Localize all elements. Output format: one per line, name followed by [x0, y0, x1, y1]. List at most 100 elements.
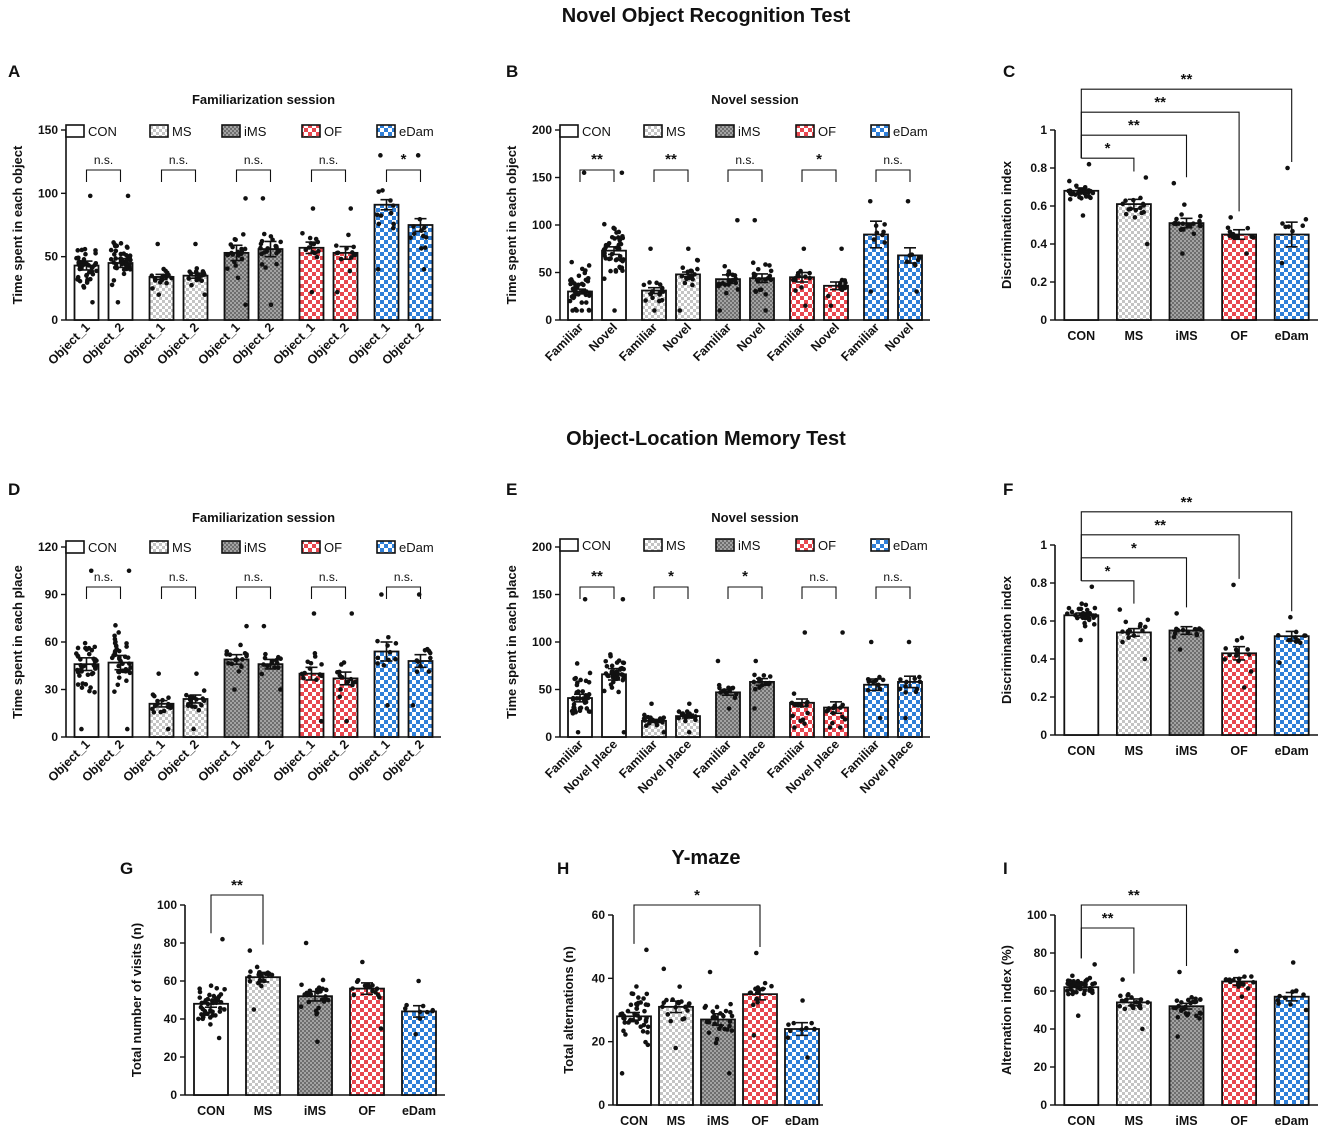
data-point — [753, 658, 759, 664]
data-point — [1194, 631, 1199, 637]
data-point — [261, 623, 267, 629]
significance-label: ** — [591, 568, 603, 585]
data-point — [574, 682, 580, 688]
data-point — [798, 718, 803, 724]
data-point — [79, 247, 85, 253]
legend-swatch-con — [559, 538, 579, 552]
data-point — [124, 252, 129, 258]
data-point — [803, 274, 808, 279]
panel-letter: F — [1003, 480, 1013, 499]
data-point — [583, 300, 589, 305]
data-point — [305, 659, 311, 665]
data-point — [256, 972, 262, 977]
data-point — [360, 959, 365, 965]
data-point — [1093, 613, 1098, 618]
data-point — [319, 673, 324, 679]
x-tick-label: CON — [1067, 1114, 1095, 1128]
data-point — [169, 275, 174, 281]
data-point — [94, 268, 99, 274]
data-point — [812, 1026, 817, 1032]
data-point — [218, 999, 224, 1005]
legend-label-ms: MS — [666, 538, 686, 553]
data-point — [645, 1030, 650, 1035]
data-point — [241, 232, 246, 237]
panel-letter: C — [1003, 62, 1015, 81]
significance-label: n.s. — [169, 153, 188, 167]
significance-bracket — [85, 586, 122, 599]
data-point — [1189, 995, 1194, 1000]
data-point — [617, 238, 623, 243]
data-point — [1090, 190, 1096, 196]
significance-label: n.s. — [94, 570, 113, 584]
data-point — [912, 262, 918, 268]
significance-label: n.s. — [883, 153, 902, 167]
data-point — [830, 705, 836, 711]
data-point — [654, 280, 659, 286]
x-tick-label: eDam — [1275, 329, 1309, 343]
y-tick-label: 100 — [1027, 908, 1047, 922]
data-point — [604, 663, 610, 669]
data-point — [375, 992, 381, 998]
data-point — [239, 664, 244, 670]
data-point — [608, 653, 613, 659]
data-point — [1303, 217, 1309, 222]
y-tick-label: 0 — [51, 313, 58, 327]
data-point — [411, 224, 416, 229]
data-point — [121, 267, 127, 272]
data-point — [351, 244, 356, 250]
x-tick-label: OF — [358, 1104, 376, 1118]
section-title-nor: Novel Object Recognition Test — [562, 5, 851, 27]
data-point — [802, 721, 807, 726]
data-point — [310, 206, 316, 211]
data-point — [673, 1045, 678, 1051]
data-point — [426, 669, 432, 674]
data-point — [79, 685, 85, 690]
data-point — [230, 252, 236, 257]
data-point — [1175, 1034, 1180, 1039]
data-point — [240, 657, 245, 662]
data-point — [618, 257, 624, 263]
data-point — [904, 679, 909, 685]
data-point — [239, 249, 245, 255]
data-point — [665, 1012, 671, 1017]
y-tick-label: 20 — [164, 1050, 178, 1064]
data-point — [763, 308, 768, 313]
significance-label: n.s. — [319, 153, 338, 167]
y-axis-label: Time spent in each place — [10, 565, 25, 719]
data-point — [258, 245, 263, 251]
data-point — [1068, 986, 1073, 992]
x-tick-label: eDam — [402, 1104, 436, 1118]
data-point — [325, 997, 331, 1003]
bar — [742, 993, 778, 1106]
data-point — [116, 648, 122, 654]
data-point — [1223, 646, 1229, 651]
data-point — [215, 995, 221, 1001]
data-point — [581, 170, 587, 176]
y-tick-label: 0 — [170, 1088, 177, 1102]
data-point — [376, 221, 382, 227]
data-point — [721, 1013, 726, 1019]
data-point — [809, 1020, 814, 1026]
y-tick-label: 100 — [532, 635, 552, 649]
data-point — [1234, 637, 1240, 643]
data-point — [375, 267, 381, 272]
x-tick-label: Novel — [586, 320, 620, 354]
significance-label: ** — [665, 151, 677, 168]
data-point — [376, 189, 381, 194]
data-point — [1192, 626, 1198, 632]
data-point — [112, 242, 118, 247]
panel-letter: G — [120, 859, 133, 878]
x-tick-label: OF — [751, 1114, 769, 1128]
data-point — [586, 307, 592, 313]
x-tick-label: eDam — [785, 1114, 819, 1128]
legend-label-of: OF — [324, 124, 342, 139]
data-point — [1142, 656, 1148, 662]
data-point — [1180, 251, 1185, 256]
data-point — [1171, 180, 1177, 186]
bar — [407, 224, 434, 321]
data-point — [805, 710, 810, 716]
y-axis-label: Discrimination index — [999, 160, 1014, 289]
data-point — [763, 292, 768, 297]
data-point — [1197, 997, 1203, 1002]
